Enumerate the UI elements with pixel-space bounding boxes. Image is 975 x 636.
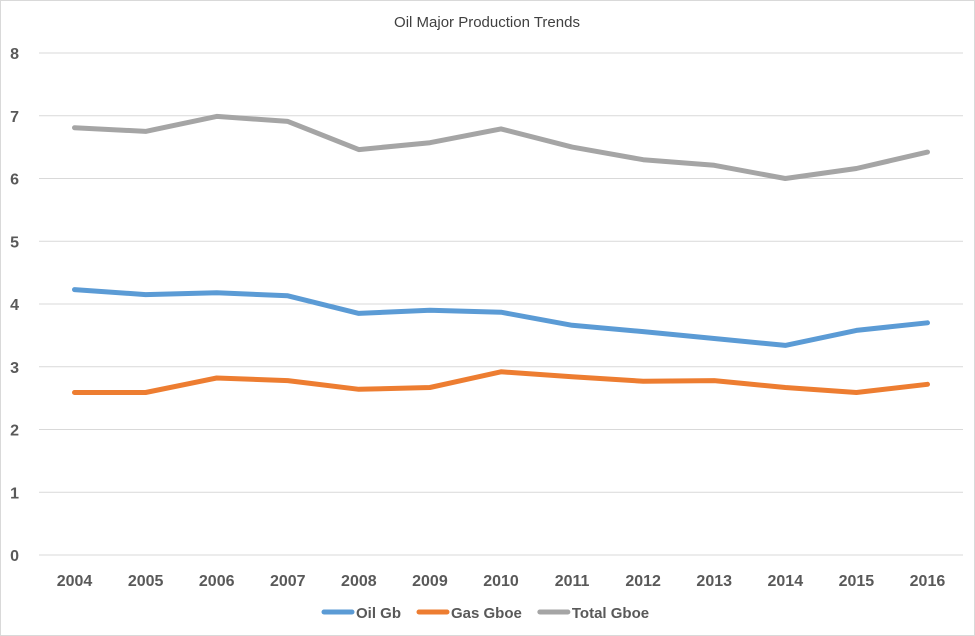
legend: Oil Gb Gas Gboe Total Gboe (321, 605, 649, 622)
chart-title: Oil Major Production Trends (394, 14, 580, 31)
y-tick-label: 8 (10, 46, 19, 63)
x-tick-label: 2014 (768, 573, 804, 590)
series-lines (72, 113, 930, 395)
x-axis-tick-labels: 2004 2005 2006 2007 2008 2009 2010 2011 2012 2013… (57, 573, 946, 590)
y-tick-label: 1 (10, 485, 19, 502)
x-tick-label: 2004 (57, 573, 93, 590)
gridlines (39, 52, 963, 556)
x-tick-label: 2007 (270, 573, 306, 590)
x-tick-label: 2006 (199, 573, 235, 590)
series-line-total-gboe (72, 113, 930, 181)
y-tick-label: 6 (10, 172, 19, 189)
x-tick-label: 2010 (483, 573, 519, 590)
x-tick-label: 2015 (839, 573, 875, 590)
y-tick-label: 0 (10, 548, 19, 565)
y-tick-label: 2 (10, 423, 19, 440)
y-tick-label: 7 (10, 109, 19, 126)
y-axis-tick-labels: 0 1 2 3 4 5 6 7 8 (10, 46, 19, 565)
legend-label-gas-gboe: Gas Gboe (451, 605, 522, 622)
series-line-oil-gb (72, 287, 930, 348)
x-tick-label: 2008 (341, 573, 377, 590)
legend-label-oil-gb: Oil Gb (356, 605, 401, 622)
x-tick-label: 2009 (412, 573, 448, 590)
legend-label-total-gboe: Total Gboe (572, 605, 649, 622)
series-line-gas-gboe (72, 369, 930, 395)
x-tick-label: 2005 (128, 573, 164, 590)
y-tick-label: 5 (10, 234, 19, 251)
x-tick-label: 2012 (625, 573, 661, 590)
x-tick-label: 2016 (910, 573, 946, 590)
y-tick-label: 3 (10, 360, 19, 377)
x-tick-label: 2011 (555, 573, 590, 590)
x-tick-label: 2013 (696, 573, 732, 590)
y-tick-label: 4 (10, 297, 19, 314)
